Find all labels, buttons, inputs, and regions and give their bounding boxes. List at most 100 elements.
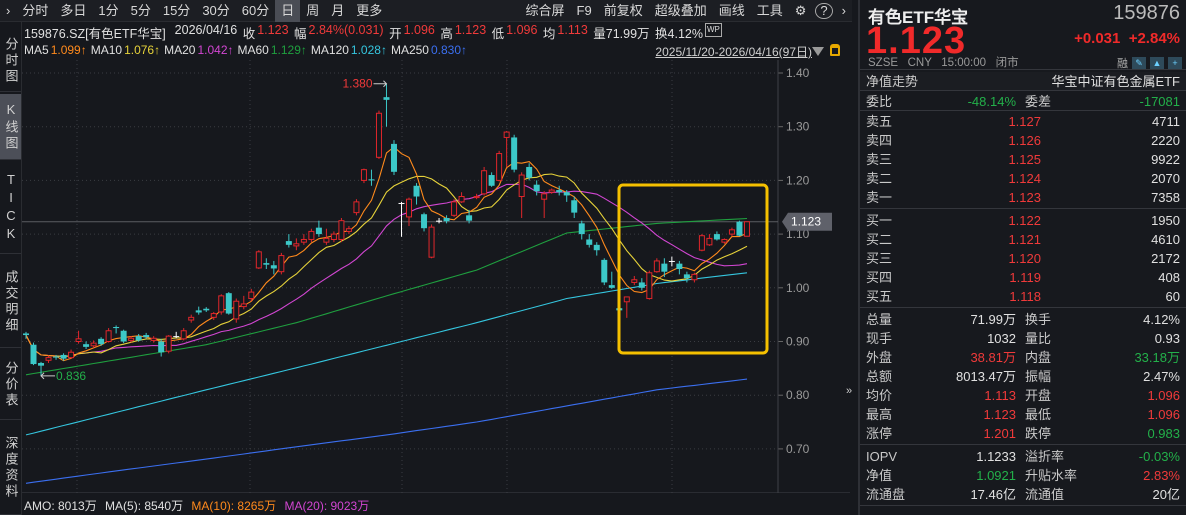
collapse-panel-button[interactable]: » [846,385,853,397]
candle[interactable] [728,227,735,237]
candle[interactable] [413,183,420,205]
candle[interactable] [683,271,690,283]
candle[interactable] [270,260,277,275]
candle[interactable] [503,130,510,167]
sidebar-tab-1[interactable]: K线图 [0,94,21,160]
tool-button-1[interactable]: F9 [576,2,592,18]
candle[interactable] [548,188,555,194]
ask-row[interactable]: 卖二 1.124 2070 [860,169,1186,188]
candle[interactable] [646,270,653,300]
candle[interactable] [195,306,202,315]
candle[interactable] [338,217,345,243]
candle[interactable] [120,329,127,344]
ask-row[interactable]: 卖五 1.127 4711 [860,112,1186,131]
candle[interactable] [668,256,675,267]
bid-row[interactable]: 买三 1.120 2172 [860,249,1186,268]
candle[interactable] [578,220,585,240]
candle[interactable] [135,333,142,342]
gear-icon[interactable]: ⚙ [794,2,807,18]
candle[interactable] [421,212,428,232]
edit-icon[interactable]: ✎ [1132,57,1146,69]
bid-row[interactable]: 买二 1.121 4610 [860,230,1186,249]
candle[interactable] [60,353,67,361]
bid-row[interactable]: 买四 1.119 408 [860,268,1186,287]
tool-button-5[interactable]: 工具 [756,2,783,18]
candle[interactable] [105,328,112,343]
candle[interactable] [158,338,165,357]
candle[interactable] [436,217,443,224]
candle[interactable] [165,335,172,354]
bell-icon[interactable]: ▲ [1150,57,1164,69]
candle[interactable] [571,196,578,218]
candle[interactable] [203,307,210,312]
candle[interactable] [90,340,97,348]
tab-6[interactable]: 60分 [241,2,270,18]
tool-button-0[interactable]: 综合屏 [525,2,565,18]
candle[interactable] [285,234,292,248]
candle[interactable] [375,110,382,159]
tab-5[interactable]: 30分 [202,2,230,18]
candle[interactable] [330,231,337,243]
candle[interactable] [210,311,217,321]
tab-3[interactable]: 5分 [130,2,151,18]
candle[interactable] [518,172,525,218]
candle[interactable] [563,190,570,202]
candle[interactable] [638,278,645,291]
tab-7[interactable]: 日 [275,0,301,22]
candle[interactable] [278,252,285,275]
tool-button-4[interactable]: 画线 [718,2,745,18]
candle[interactable] [661,258,668,278]
candle[interactable] [323,228,330,245]
candle[interactable] [308,228,315,243]
candle[interactable] [383,83,390,127]
candle[interactable] [53,354,60,360]
candle[interactable] [601,258,608,286]
candle[interactable] [541,191,548,218]
candle[interactable] [631,275,638,286]
candle[interactable] [473,193,480,200]
add-icon[interactable]: + [1168,57,1182,69]
candle[interactable] [443,215,450,224]
candle[interactable] [75,330,82,344]
tool-button-2[interactable]: 前复权 [603,2,643,18]
candle[interactable] [676,260,683,275]
candle[interactable] [233,298,240,323]
bid-row[interactable]: 买五 1.118 60 [860,287,1186,306]
candle[interactable] [368,169,375,186]
tab-9[interactable]: 月 [331,2,345,18]
sidebar-tab-5[interactable]: 深度资料 [0,422,21,515]
candle[interactable] [736,220,743,237]
candle[interactable] [511,134,518,173]
sidebar-tab-0[interactable]: 分时图 [0,30,21,92]
candle[interactable] [45,355,52,363]
candle[interactable] [263,258,270,270]
candle[interactable] [390,140,397,176]
candle[interactable] [113,325,120,334]
candle[interactable] [300,234,307,245]
candle[interactable] [593,242,600,256]
candle[interactable] [488,172,495,187]
candle[interactable] [240,295,247,310]
candle[interactable] [98,337,105,346]
tool-button-3[interactable]: 超级叠加 [654,2,707,18]
tab-4[interactable]: 15分 [162,2,191,18]
ask-row[interactable]: 卖一 1.123 7358 [860,188,1186,207]
candle[interactable] [180,328,187,341]
candle[interactable] [68,349,75,359]
candle[interactable] [713,231,720,241]
ask-row[interactable]: 卖三 1.125 9922 [860,150,1186,169]
candle[interactable] [30,342,37,366]
candle[interactable] [143,332,150,339]
candle[interactable] [533,180,540,196]
candle[interactable] [698,234,705,252]
candle[interactable] [496,150,503,182]
candle[interactable] [248,288,255,302]
candle[interactable] [481,166,488,196]
candle[interactable] [623,296,630,318]
candle[interactable] [255,250,262,270]
ask-row[interactable]: 卖四 1.126 2220 [860,131,1186,150]
date-range-selector[interactable]: 2025/11/20-2026/04/16(97日) [655,45,812,59]
candle[interactable] [398,201,405,237]
tab-0[interactable]: 分时 [22,2,49,18]
candle[interactable] [406,197,413,227]
